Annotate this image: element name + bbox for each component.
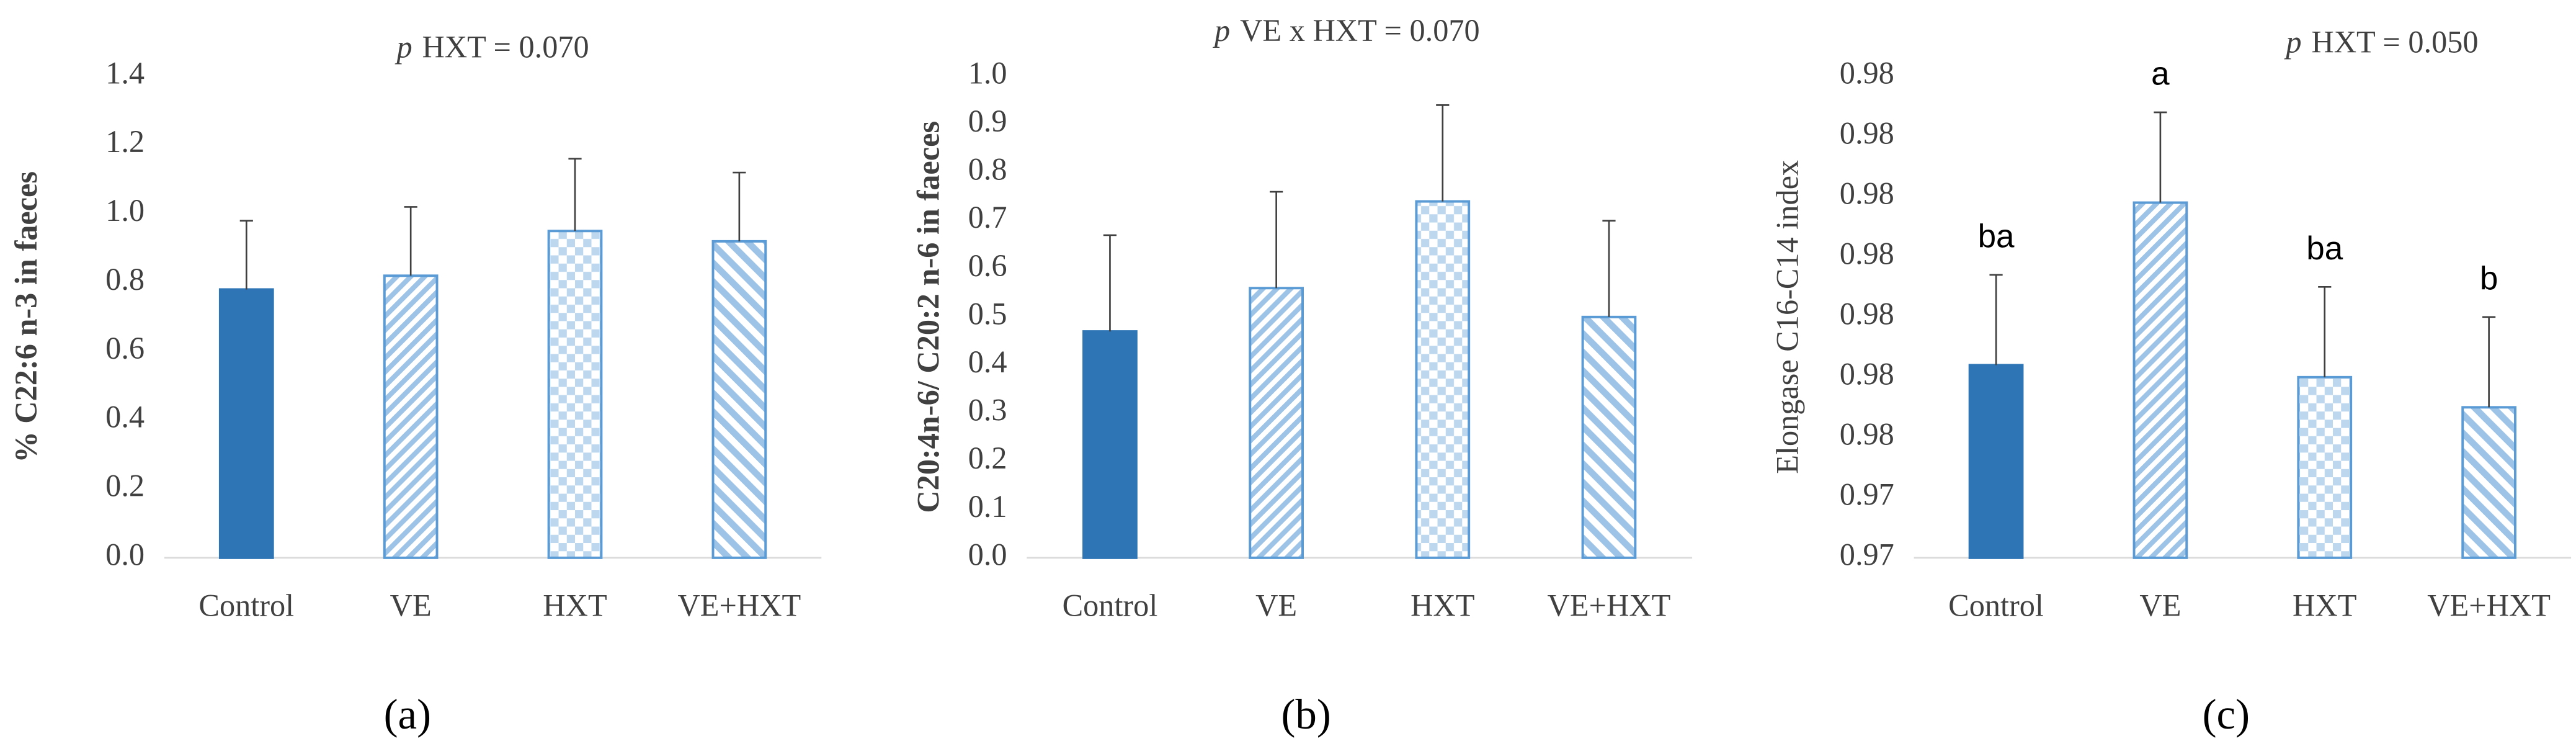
y-axis-label: Elongase C16-C14 index: [1770, 160, 1805, 474]
bar: [1581, 315, 1637, 559]
title-text: HXT = 0.070: [422, 29, 589, 64]
y-tick-label: 0.1: [968, 489, 1007, 524]
bar: [2297, 375, 2353, 559]
y-tick-label: 0.8: [105, 262, 145, 297]
x-tick-label: VE+HXT: [677, 588, 801, 622]
y-tick-label: 0.2: [968, 441, 1007, 475]
title-p: p: [2284, 24, 2301, 59]
chart: 0.0 0.2 0.4 0.6 0.8 1.0 1.2 1.4 p HXT = 0.070 % C2…: [9, 29, 822, 738]
y-tick-label: 0.7: [968, 200, 1007, 235]
bar: [1415, 200, 1471, 559]
y-axis-label: % C22:6 n-3 in faeces: [9, 171, 43, 463]
y-tick-label: 0.4: [968, 344, 1007, 379]
y-tick-label: 0.97: [1840, 477, 1894, 511]
panel-label: (b): [1281, 691, 1330, 738]
y-tick-label: 0.9: [968, 104, 1007, 138]
x-tick-label: VE+HXT: [1548, 588, 1671, 622]
y-tick-label: 0.0: [968, 537, 1007, 572]
y-tick-label: 0.6: [968, 248, 1007, 283]
bar: [547, 230, 603, 559]
y-tick-label: 1.2: [105, 124, 145, 159]
y-axis-label: C20:4n-6/ C20:2 n-6 in faeces: [911, 121, 945, 513]
bar: [2133, 201, 2188, 559]
x-tick-label: Control: [198, 588, 294, 622]
bar: [1968, 364, 2024, 559]
x-tick-label: VE+HXT: [2427, 588, 2551, 622]
bar: [1082, 330, 1138, 559]
annotation: ba: [1978, 218, 2015, 255]
bar: [711, 240, 767, 559]
chart: 0.97 0.97 0.98 0.98 0.98 0.98 0.98 0.98 0.98 p HXT…: [1770, 24, 2572, 738]
y-tick-label: 0.0: [105, 537, 145, 572]
y-tick-label: 0.2: [105, 469, 145, 503]
y-tick-label: 0.5: [968, 296, 1007, 331]
y-tick-label: 0.98: [1840, 115, 1894, 150]
x-tick-label: Control: [1063, 588, 1158, 622]
y-tick-label: 0.98: [1840, 55, 1894, 90]
chart-title: p VE x HXT = 0.070: [1213, 12, 1480, 47]
annotation: ba: [2306, 230, 2343, 267]
x-tick-label: HXT: [2293, 588, 2356, 622]
bar: [218, 288, 274, 559]
x-tick-label: HXT: [1411, 588, 1474, 622]
panel-label: (a): [384, 691, 431, 738]
title-p: p: [394, 29, 412, 64]
y-tick-label: 1.4: [105, 55, 145, 90]
y-tick-label: 0.98: [1840, 356, 1894, 391]
y-tick-label: 0.97: [1840, 537, 1894, 572]
chart: 0.0 0.1 0.2 0.3 0.4 0.5 0.6 0.7 0.8 0.9 1.0 p VE x H…: [911, 12, 1693, 738]
y-tick-label: 0.98: [1840, 176, 1894, 210]
y-tick-label: 0.8: [968, 152, 1007, 187]
y-tick-label: 0.4: [105, 400, 145, 434]
bar: [383, 274, 439, 559]
y-tick-label: 1.0: [105, 193, 145, 228]
annotation: b: [2480, 261, 2498, 297]
panel-label: (c): [2203, 691, 2250, 738]
x-tick-label: HXT: [543, 588, 607, 622]
y-tick-label: 1.0: [968, 55, 1007, 90]
y-tick-label: 0.3: [968, 393, 1007, 428]
annotation: a: [2151, 56, 2170, 92]
y-tick-label: 0.98: [1840, 416, 1894, 451]
x-tick-label: Control: [1948, 588, 2044, 622]
title-text: VE x HXT = 0.070: [1240, 12, 1480, 47]
chart-title: p HXT = 0.050: [2284, 24, 2478, 59]
title-p: p: [1213, 12, 1230, 47]
y-tick-label: 0.6: [105, 331, 145, 366]
x-tick-label: VE: [2139, 588, 2181, 622]
y-tick-label: 0.98: [1840, 296, 1894, 331]
title-text: HXT = 0.050: [2311, 24, 2478, 59]
bar: [2461, 406, 2516, 559]
chart-title: p HXT = 0.070: [394, 29, 589, 64]
y-tick-label: 0.98: [1840, 236, 1894, 271]
bar: [1249, 287, 1304, 559]
x-tick-label: VE: [1255, 588, 1297, 622]
x-tick-label: VE: [390, 588, 432, 622]
